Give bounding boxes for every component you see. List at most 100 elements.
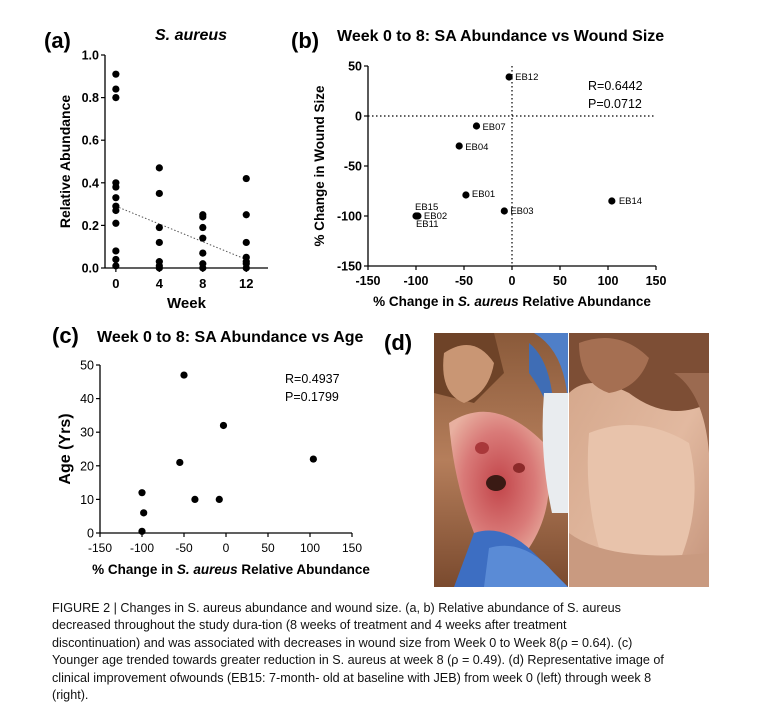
chart-a-point xyxy=(112,219,120,227)
chart-b-y-tick-label: 50 xyxy=(348,60,362,74)
chart-c-x-tick-label: -100 xyxy=(130,541,154,555)
chart-c-y-tick-label: 50 xyxy=(80,359,94,373)
chart-a-x-tick-label: 12 xyxy=(239,276,253,291)
chart-b-point-label: EB01 xyxy=(472,189,495,200)
chart-a-point xyxy=(112,85,120,93)
chart-a-point xyxy=(242,174,250,183)
chart-c-point xyxy=(191,495,199,503)
chart-a-point xyxy=(112,94,120,102)
chart-b-x-tick-label: 0 xyxy=(509,274,516,288)
chart-b-point-label: EB11 xyxy=(416,219,439,230)
chart-a-point xyxy=(242,211,250,219)
chart-a-point xyxy=(112,70,120,78)
chart-a-point xyxy=(199,249,207,257)
chart-c-x-tick-label: -150 xyxy=(88,541,112,555)
chart-a-point xyxy=(155,223,163,232)
chart-a-x-label: Week xyxy=(167,295,207,312)
chart-b-y-tick-label: 0 xyxy=(355,110,362,124)
caption-line-4: Younger age trended towards greater redu… xyxy=(52,653,664,668)
chart-b-y-tick-label: -150 xyxy=(337,260,362,274)
chart-a-x-tick-label: 8 xyxy=(199,276,206,291)
caption-line-1: FIGURE 2 | Changes in S. aureus abundanc… xyxy=(52,601,621,615)
panel-a-letter: (a) xyxy=(44,28,71,53)
panel-c-title: Week 0 to 8: SA Abundance vs Age xyxy=(97,329,364,346)
chart-a-point xyxy=(155,264,163,272)
chart-b-point xyxy=(472,122,481,130)
chart-c-annotation-p: P=0.1799 xyxy=(285,390,339,404)
chart-a-trendline xyxy=(115,205,247,260)
chart-b-y-tick-label: -100 xyxy=(337,210,362,224)
chart-a-point xyxy=(112,262,120,270)
panel-b-letter: (b) xyxy=(291,28,320,53)
panel-b-title: Week 0 to 8: SA Abundance vs Wound Size xyxy=(337,28,665,45)
chart-a-y-tick-label: 0.8 xyxy=(82,91,99,105)
chart-c-point xyxy=(180,371,188,379)
chart-c-x-tick-label: 50 xyxy=(261,541,275,555)
chart-a-point xyxy=(155,189,163,198)
chart-a-y-tick-label: 1.0 xyxy=(82,49,99,63)
chart-c-y-tick-label: 10 xyxy=(80,493,94,507)
chart-a-x-tick-label: 0 xyxy=(112,276,119,291)
chart-a-point xyxy=(199,213,207,221)
chart-b-point xyxy=(505,73,513,81)
chart-b-x-tick-label: -50 xyxy=(455,274,473,288)
chart-b-x-tick-label: -150 xyxy=(355,274,380,288)
chart-b-annotation-p: P=0.0712 xyxy=(588,97,642,111)
chart-b-point xyxy=(462,191,470,199)
chart-c-annotation-r: R=0.4937 xyxy=(285,372,340,386)
chart-a-x-tick-label: 4 xyxy=(156,276,164,291)
chart-a-y-label: Relative Abundance xyxy=(57,95,73,229)
chart-c-x-tick-label: 150 xyxy=(342,541,362,555)
chart-c-point xyxy=(176,458,184,467)
chart-c-point xyxy=(140,509,148,517)
chart-b-x-tick-label: 100 xyxy=(598,274,619,288)
chart-b-x-label: % Change in S. aureus Relative Abundance xyxy=(373,294,651,309)
chart-c-x-tick-label: 100 xyxy=(300,541,320,555)
chart-c-y-label: Age (Yrs) xyxy=(57,413,74,484)
chart-c-point xyxy=(215,495,223,503)
caption-line-2: decreased throughout the study dura-tion… xyxy=(52,618,567,633)
chart-b-x-tick-label: 150 xyxy=(646,274,667,288)
chart-a-point xyxy=(155,164,163,172)
clinical-photo-week0 xyxy=(434,333,568,587)
chart-a-point xyxy=(242,264,250,272)
chart-a-y-tick-label: 0.4 xyxy=(82,176,99,190)
chart-a-y-tick-label: 0.2 xyxy=(82,219,99,233)
figure-caption: FIGURE 2 | Changes in S. aureus abundanc… xyxy=(52,600,732,704)
panel-a-title: S. aureus xyxy=(155,27,228,44)
chart-c-point xyxy=(309,455,317,463)
caption-line-6: (right). xyxy=(52,688,89,703)
chart-b-x-tick-label: -100 xyxy=(403,274,428,288)
chart-b-point-label: EB12 xyxy=(515,72,538,83)
chart-a-y-tick-label: 0.0 xyxy=(82,262,99,276)
chart-b-point xyxy=(500,207,508,215)
caption-line-3: discontinuation) and was associated with… xyxy=(52,635,633,650)
chart-c-point xyxy=(219,421,228,430)
chart-b-point-label: EB07 xyxy=(482,122,505,133)
chart-b-point-label: EB03 xyxy=(510,206,533,217)
chart-b-y-label: % Change in Wound Size xyxy=(312,85,327,246)
chart-c-x-label: % Change in S. aureus Relative Abundance xyxy=(92,562,370,577)
chart-b-point-label: EB14 xyxy=(619,196,642,207)
chart-b-point xyxy=(455,142,463,150)
chart-a-point xyxy=(112,194,120,202)
chart-a-point xyxy=(199,234,207,242)
chart-b-annotation-r: R=0.6442 xyxy=(588,79,643,93)
panel-c-letter: (c) xyxy=(52,323,79,348)
chart-b-x-tick-label: 50 xyxy=(553,274,567,288)
chart-c-point xyxy=(138,527,146,535)
chart-b-abundance-vs-wound-size: 50 0 -50 -100 -150-150 -100 -50 0 50 100 150 % Chan… xyxy=(312,60,667,310)
chart-c-abundance-vs-age: 0 10 20 30 40 50 -150 -100 -50 0 50 100 150 % Change … xyxy=(57,359,370,578)
chart-c-point xyxy=(138,489,146,497)
chart-b-point-label: EB02 xyxy=(424,211,447,222)
chart-a-point xyxy=(155,238,163,247)
chart-a-point xyxy=(112,183,120,191)
chart-a-point xyxy=(199,264,207,272)
panel-d-letter: (d) xyxy=(384,330,413,355)
clinical-photo-week8 xyxy=(569,333,709,587)
chart-c-y-tick-label: 30 xyxy=(80,426,94,440)
chart-a-relative-abundance: 0.0 0.2 0.4 0.6 0.8 1.0 0 4 8 12 Week Relative Abun… xyxy=(57,49,268,312)
chart-b-point-label: EB04 xyxy=(465,142,488,153)
chart-a-point xyxy=(242,238,250,247)
chart-a-point xyxy=(112,247,120,255)
